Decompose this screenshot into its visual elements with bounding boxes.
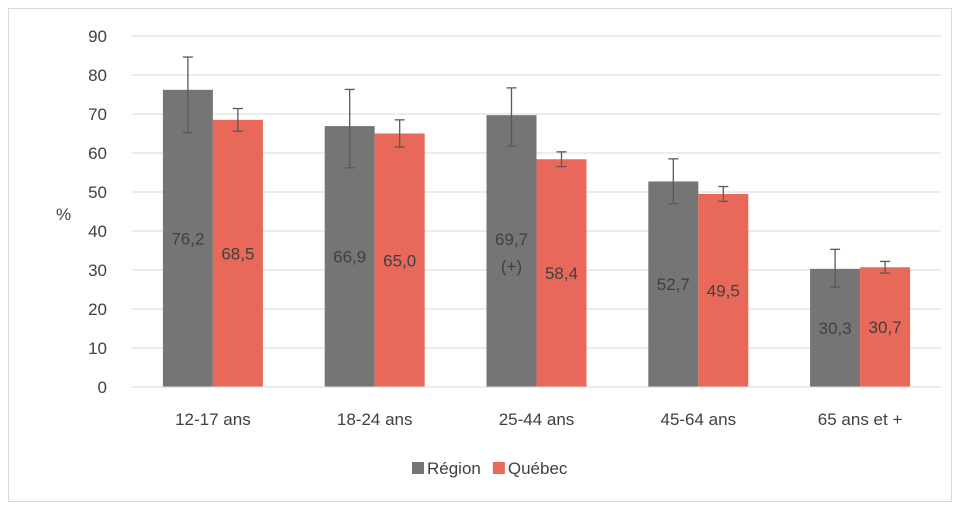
data-sublabel: (+) (501, 257, 522, 276)
data-label: 58,4 (545, 264, 578, 283)
bar-region (324, 126, 375, 387)
x-category-label: 18-24 ans (337, 410, 413, 429)
bar-quebec (698, 193, 749, 387)
y-tick-label: 50 (88, 183, 107, 202)
x-category-label: 65 ans et + (818, 410, 903, 429)
bar-quebec (374, 133, 425, 387)
bar-region (486, 115, 537, 388)
legend-label: Région (427, 459, 481, 478)
y-axis-ticks: 0 10 20 30 40 50 60 70 80 90 (88, 27, 107, 397)
y-tick-label: 10 (88, 339, 107, 358)
error-bars (182, 56, 891, 288)
data-label: 69,7 (495, 230, 528, 249)
y-tick-label: 40 (88, 222, 107, 241)
data-label: 76,2 (171, 229, 204, 248)
bar-region (648, 181, 699, 387)
legend-label: Québec (508, 459, 568, 478)
y-axis-title: % (56, 205, 71, 224)
data-label: 52,7 (657, 275, 690, 294)
bar-chart: 0 10 20 30 40 50 60 70 80 90 % 76,2 68,5 66,9 65,0 69… (56, 27, 941, 478)
data-label: 49,5 (707, 281, 740, 300)
x-axis-categories: 12-17 ans 18-24 ans 25-44 ans 45-64 ans 65 a… (175, 410, 902, 429)
y-tick-label: 90 (88, 27, 107, 46)
bars (162, 89, 911, 388)
y-tick-label: 70 (88, 105, 107, 124)
x-category-label: 25-44 ans (499, 410, 575, 429)
data-label: 68,5 (221, 244, 254, 263)
data-label: 30,7 (869, 318, 902, 337)
y-tick-label: 0 (98, 378, 107, 397)
bar-quebec (860, 267, 911, 387)
bar-quebec (212, 119, 263, 387)
data-labels: 76,2 68,5 66,9 65,0 69,7 (+) 58,4 52,7 49,5 30,3 3… (171, 229, 901, 338)
legend-swatch (412, 462, 424, 474)
x-category-label: 45-64 ans (660, 410, 736, 429)
y-tick-label: 30 (88, 261, 107, 280)
chart-frame: 0 10 20 30 40 50 60 70 80 90 % 76,2 68,5 66,9 65,0 69… (8, 8, 952, 502)
data-label: 65,0 (383, 251, 416, 270)
bar-region (162, 89, 213, 387)
data-label: 66,9 (333, 248, 366, 267)
data-label: 30,3 (819, 319, 852, 338)
y-tick-label: 80 (88, 66, 107, 85)
y-tick-label: 60 (88, 144, 107, 163)
legend-swatch (492, 462, 505, 474)
bar-region (810, 268, 861, 387)
bar-quebec (536, 159, 587, 387)
x-category-label: 12-17 ans (175, 410, 251, 429)
y-tick-label: 20 (88, 300, 107, 319)
legend: Région Québec (412, 459, 568, 478)
